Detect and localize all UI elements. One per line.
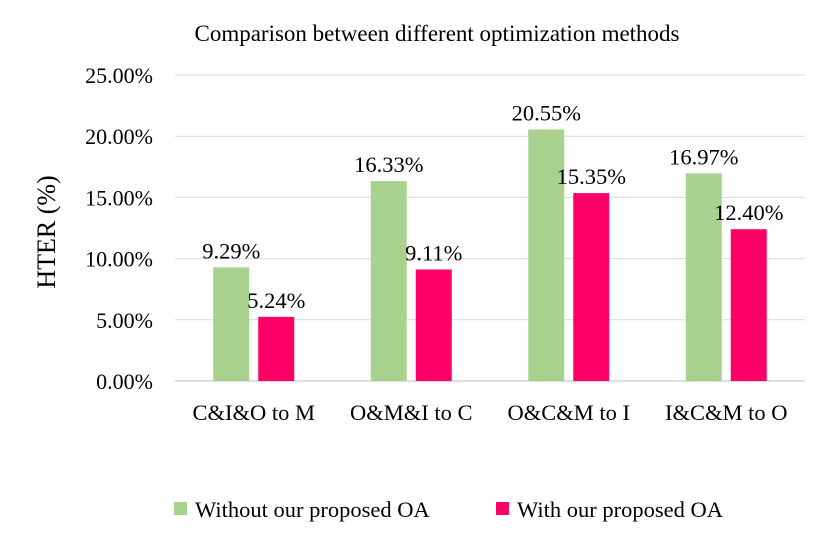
legend-swatch — [174, 502, 187, 515]
data-label: 15.35% — [557, 164, 626, 189]
y-tick-label: 0.00% — [96, 369, 153, 394]
chart-title: Comparison between different optimizatio… — [194, 21, 679, 46]
bar-with-oa — [573, 193, 610, 381]
data-label: 16.33% — [354, 152, 423, 177]
data-label: 9.29% — [202, 238, 260, 263]
y-tick-label: 5.00% — [96, 308, 153, 333]
y-tick-label: 20.00% — [85, 124, 153, 149]
legend: Without our proposed OA With our proposed… — [174, 497, 724, 522]
bar-with-oa — [415, 269, 452, 381]
bar-with-oa — [258, 316, 295, 381]
x-axis-categories: C&I&O to M O&M&I to C O&C&M to I I&C&M to O — [192, 400, 787, 425]
x-category-label: C&I&O to M — [192, 400, 315, 425]
data-label: 5.24% — [247, 288, 305, 313]
y-tick-label: 15.00% — [85, 185, 153, 210]
bar-with-oa — [730, 229, 767, 381]
y-axis-ticks: 0.00% 5.00% 10.00% 15.00% 20.00% 25.00% — [85, 63, 153, 394]
bar-without-oa — [685, 173, 722, 381]
bars — [213, 129, 767, 381]
data-label: 12.40% — [714, 200, 783, 225]
data-label: 16.97% — [669, 144, 738, 169]
data-label: 9.11% — [405, 240, 462, 265]
data-labels: 9.29% 5.24% 16.33% 9.11% 20.55% 15.35% 16.97% 1… — [202, 100, 783, 312]
y-axis-label: HTER (%) — [32, 175, 61, 288]
y-tick-label: 25.00% — [85, 63, 153, 88]
bar-without-oa — [528, 129, 565, 381]
bar-without-oa — [370, 181, 407, 381]
data-label: 20.55% — [512, 100, 581, 125]
y-tick-label: 10.00% — [85, 247, 153, 272]
x-category-label: O&M&I to C — [350, 400, 473, 425]
legend-swatch — [496, 502, 509, 515]
legend-label: With our proposed OA — [517, 497, 724, 522]
bar-without-oa — [213, 267, 250, 381]
legend-label: Without our proposed OA — [195, 497, 430, 522]
x-category-label: O&C&M to I — [507, 400, 630, 425]
x-category-label: I&C&M to O — [665, 400, 788, 425]
